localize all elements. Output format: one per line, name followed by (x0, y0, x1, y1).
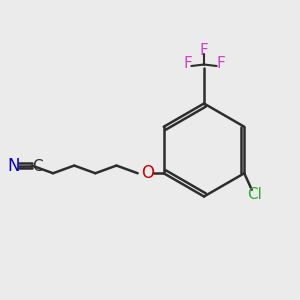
Text: F: F (200, 44, 208, 59)
Text: Cl: Cl (247, 187, 262, 202)
Text: N: N (8, 157, 20, 175)
Text: F: F (183, 56, 192, 70)
Text: O: O (141, 164, 154, 182)
Text: F: F (216, 56, 225, 70)
Text: C: C (32, 159, 43, 174)
